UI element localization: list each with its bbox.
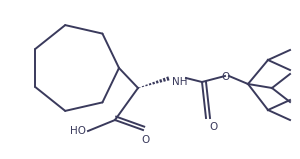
Text: O: O (142, 135, 150, 145)
Text: HO: HO (70, 126, 86, 136)
Text: O: O (209, 122, 217, 132)
Text: NH: NH (172, 77, 188, 87)
Text: O: O (221, 72, 229, 82)
